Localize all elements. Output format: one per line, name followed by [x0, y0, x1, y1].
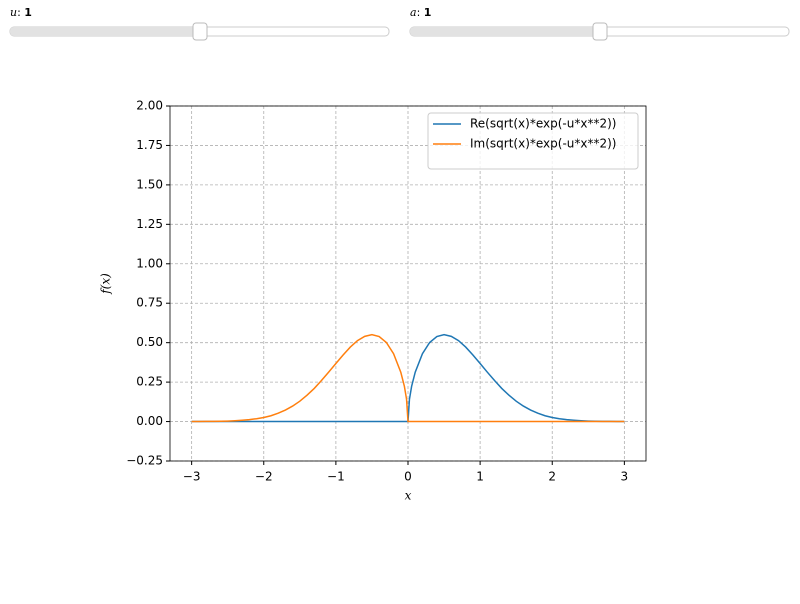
slider-fill — [410, 27, 600, 36]
plot: −0.25 0.00 0.25 0.50 0.75 1.00 1.25 1.50 1.75 2.0… — [99, 99, 647, 503]
y-tick-label: 1.50 — [136, 177, 163, 191]
x-tick-label: −2 — [255, 470, 273, 484]
y-tick-label: 0.75 — [136, 296, 163, 310]
y-tick-label: −0.25 — [126, 454, 163, 468]
legend-box — [427, 112, 639, 170]
legend-label: Re(sqrt(x)*exp(-u*x**2)) — [470, 117, 616, 131]
plot-frame — [169, 105, 647, 462]
y-tick-label: 0.50 — [136, 335, 163, 349]
slider-name: u — [10, 6, 17, 19]
slider-name: a — [410, 6, 417, 19]
slider-value: 1 — [24, 6, 32, 19]
colon: : — [17, 6, 24, 19]
x-tick-label: 1 — [476, 470, 484, 484]
series-line — [191, 333, 625, 423]
y-tick-label: 1.25 — [136, 217, 163, 231]
slider-label: a: 1 — [410, 6, 431, 19]
y-tick-label: 1.00 — [136, 256, 163, 270]
x-tick-label: 0 — [404, 470, 412, 484]
x-tick-label: 3 — [621, 470, 629, 484]
y-tick-label: 1.75 — [136, 138, 163, 152]
x-tick-label: −3 — [183, 470, 201, 484]
x-tick-label: −1 — [327, 470, 345, 484]
y-tick-label: 2.00 — [136, 99, 163, 113]
y-tick-label: 0.25 — [136, 375, 163, 389]
slider-thumb[interactable] — [192, 22, 208, 41]
legend-label: Im(sqrt(x)*exp(-u*x**2)) — [470, 137, 617, 151]
slider-value: 1 — [424, 6, 432, 19]
x-axis-label: x — [405, 489, 412, 503]
legend: Re(sqrt(x)*exp(-u*x**2)) Im(sqrt(x)*exp(-… — [427, 112, 639, 170]
y-axis-label: f(x) — [99, 273, 113, 295]
slider-fill — [10, 27, 200, 36]
x-tick-label: 2 — [548, 470, 556, 484]
slider-thumb[interactable] — [592, 22, 608, 41]
colon: : — [417, 6, 424, 19]
slider-label: u: 1 — [10, 6, 32, 19]
y-tick-label: 0.00 — [136, 414, 163, 428]
